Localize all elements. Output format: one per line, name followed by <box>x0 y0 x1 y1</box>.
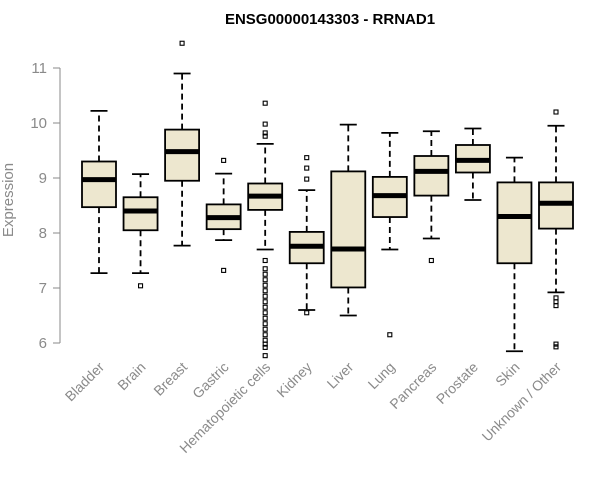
outlier-point <box>137 283 144 289</box>
outlier-point <box>262 271 268 277</box>
outlier-point <box>262 266 268 272</box>
outlier-point <box>262 304 268 310</box>
x-tick-label: Lung <box>365 359 398 392</box>
y-axis-label: Expression <box>0 163 17 237</box>
box-group <box>164 40 200 247</box>
y-tick-label: 10 <box>30 115 47 132</box>
box-group <box>122 173 159 289</box>
outlier-point <box>304 310 310 316</box>
boxes <box>81 40 574 359</box>
outlier-point <box>262 332 268 338</box>
x-tick-label: Breast <box>150 359 190 399</box>
box-group <box>288 155 325 316</box>
x-tick-label: Skin <box>492 359 523 390</box>
box-iqr <box>81 160 117 209</box>
box-iqr <box>413 155 450 197</box>
x-tick-label: Prostate <box>433 359 481 407</box>
outlier-point <box>262 344 268 350</box>
outlier-point <box>262 121 268 127</box>
outlier-point <box>553 303 559 309</box>
y-tick-label: 8 <box>39 225 47 242</box>
box-group <box>538 109 574 350</box>
y-tick-label: 11 <box>31 60 47 77</box>
box-group <box>205 157 242 273</box>
outlier-point <box>262 299 268 305</box>
outlier-point <box>262 326 268 332</box>
x-tick-label: Liver <box>324 359 357 392</box>
outlier-point <box>262 341 268 347</box>
y-tick-label: 6 <box>39 335 47 352</box>
chart-title: ENSG00000143303 - RRNAD1 <box>225 11 435 28</box>
outlier-point <box>262 282 268 288</box>
outlier-point <box>387 332 393 338</box>
box-group <box>496 156 533 353</box>
outlier-point <box>553 109 559 115</box>
box-group <box>371 131 408 338</box>
outlier-point <box>262 130 268 136</box>
outlier-point <box>262 257 268 264</box>
box-iqr <box>330 170 367 289</box>
outlier-point <box>262 277 268 283</box>
box-group <box>81 110 117 275</box>
x-tick-label: Unknown / Other <box>479 359 565 445</box>
y-axis: 6 7 8 9 10 11 <box>30 60 61 352</box>
box-iqr <box>496 181 533 265</box>
y-tick-label: 7 <box>39 280 47 297</box>
x-tick-label: Kidney <box>273 359 315 401</box>
outlier-point <box>262 353 268 359</box>
x-tick-label: Brain <box>114 359 148 393</box>
outlier-point <box>262 315 268 321</box>
box-group <box>455 127 491 201</box>
outlier-point <box>179 40 185 46</box>
outlier-point <box>262 310 268 316</box>
outlier-point <box>221 157 227 163</box>
box-group <box>330 123 367 317</box>
outlier-point <box>262 100 268 106</box>
outlier-point <box>553 341 559 347</box>
box-group <box>247 100 284 359</box>
outlier-point <box>262 133 268 139</box>
outlier-point <box>262 321 268 327</box>
box-group <box>413 130 450 264</box>
outlier-point <box>304 165 310 171</box>
outlier-point <box>304 176 310 182</box>
box-iqr <box>122 196 159 232</box>
outlier-point <box>428 257 434 264</box>
y-tick-label: 9 <box>39 170 47 187</box>
x-tick-label: Bladder <box>62 359 108 405</box>
outlier-point <box>221 267 227 273</box>
outlier-point <box>262 288 268 294</box>
outlier-point <box>553 344 559 350</box>
outlier-point <box>262 293 268 299</box>
box-iqr <box>164 128 200 182</box>
outlier-point <box>304 155 310 161</box>
